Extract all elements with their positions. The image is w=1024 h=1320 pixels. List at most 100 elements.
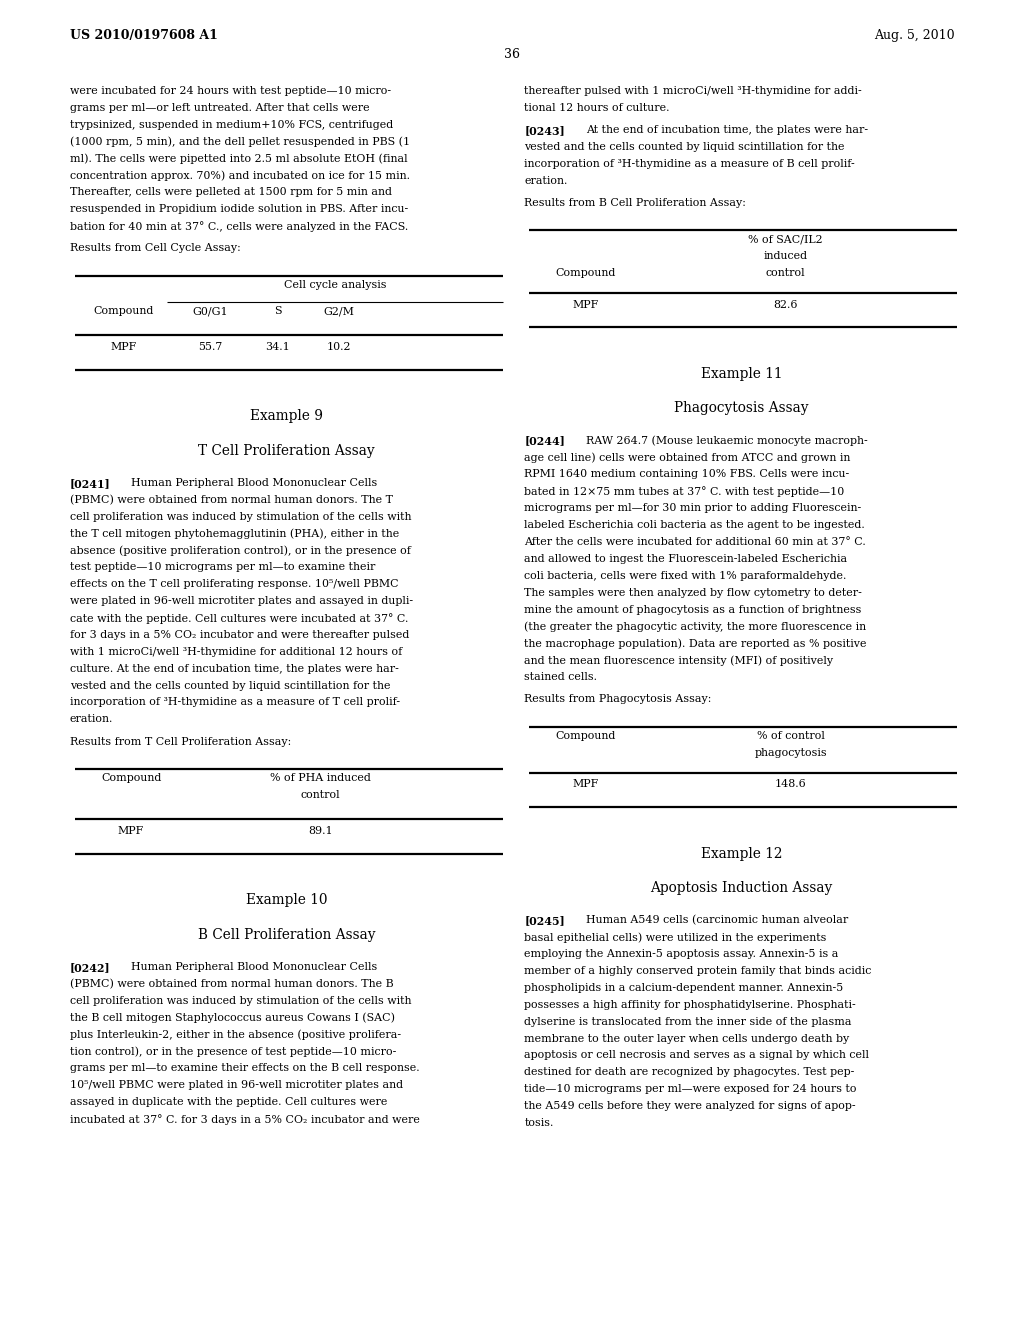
Text: 82.6: 82.6 xyxy=(773,300,798,310)
Text: test peptide—10 micrograms per ml—to examine their: test peptide—10 micrograms per ml—to exa… xyxy=(70,562,375,573)
Text: Example 10: Example 10 xyxy=(246,894,328,907)
Text: 89.1: 89.1 xyxy=(308,826,333,836)
Text: (PBMC) were obtained from normal human donors. The T: (PBMC) were obtained from normal human d… xyxy=(70,495,392,506)
Text: Results from Cell Cycle Assay:: Results from Cell Cycle Assay: xyxy=(70,243,241,253)
Text: membrane to the outer layer when cells undergo death by: membrane to the outer layer when cells u… xyxy=(524,1034,850,1044)
Text: incorporation of ³H-thymidine as a measure of T cell prolif-: incorporation of ³H-thymidine as a measu… xyxy=(70,697,399,708)
Text: [0245]: [0245] xyxy=(524,915,565,927)
Text: were plated in 96-well microtiter plates and assayed in dupli-: were plated in 96-well microtiter plates… xyxy=(70,597,413,606)
Text: RPMI 1640 medium containing 10% FBS. Cells were incu-: RPMI 1640 medium containing 10% FBS. Cel… xyxy=(524,470,850,479)
Text: T Cell Proliferation Assay: T Cell Proliferation Assay xyxy=(199,444,375,458)
Text: Human A549 cells (carcinomic human alveolar: Human A549 cells (carcinomic human alveo… xyxy=(586,915,848,925)
Text: the B cell mitogen Staphylococcus aureus Cowans I (SAC): the B cell mitogen Staphylococcus aureus… xyxy=(70,1012,394,1023)
Text: cell proliferation was induced by stimulation of the cells with: cell proliferation was induced by stimul… xyxy=(70,512,411,521)
Text: MPF: MPF xyxy=(572,300,599,310)
Text: trypsinized, suspended in medium+10% FCS, centrifuged: trypsinized, suspended in medium+10% FCS… xyxy=(70,120,393,129)
Text: (1000 rpm, 5 min), and the dell pellet resuspended in PBS (1: (1000 rpm, 5 min), and the dell pellet r… xyxy=(70,136,410,147)
Text: Apoptosis Induction Assay: Apoptosis Induction Assay xyxy=(650,880,833,895)
Text: [0244]: [0244] xyxy=(524,436,565,446)
Text: 10⁵/well PBMC were plated in 96-well microtiter plates and: 10⁵/well PBMC were plated in 96-well mic… xyxy=(70,1080,402,1090)
Text: tosis.: tosis. xyxy=(524,1118,554,1129)
Text: Compound: Compound xyxy=(556,268,615,279)
Text: 10.2: 10.2 xyxy=(327,342,351,352)
Text: bation for 40 min at 37° C., cells were analyzed in the FACS.: bation for 40 min at 37° C., cells were … xyxy=(70,220,408,232)
Text: grams per ml—or left untreated. After that cells were: grams per ml—or left untreated. After th… xyxy=(70,103,370,112)
Text: induced: induced xyxy=(763,251,808,261)
Text: ml). The cells were pipetted into 2.5 ml absolute EtOH (final: ml). The cells were pipetted into 2.5 ml… xyxy=(70,153,408,164)
Text: control: control xyxy=(301,791,340,800)
Text: thereafter pulsed with 1 microCi/well ³H-thymidine for addi-: thereafter pulsed with 1 microCi/well ³H… xyxy=(524,86,862,96)
Text: MPF: MPF xyxy=(111,342,137,352)
Text: Results from B Cell Proliferation Assay:: Results from B Cell Proliferation Assay: xyxy=(524,198,746,207)
Text: mine the amount of phagocytosis as a function of brightness: mine the amount of phagocytosis as a fun… xyxy=(524,605,861,615)
Text: concentration approx. 70%) and incubated on ice for 15 min.: concentration approx. 70%) and incubated… xyxy=(70,170,410,181)
Text: 55.7: 55.7 xyxy=(198,342,222,352)
Text: Phagocytosis Assay: Phagocytosis Assay xyxy=(674,401,809,416)
Text: G0/G1: G0/G1 xyxy=(193,306,227,317)
Text: with 1 microCi/well ³H-thymidine for additional 12 hours of: with 1 microCi/well ³H-thymidine for add… xyxy=(70,647,401,657)
Text: incorporation of ³H-thymidine as a measure of B cell prolif-: incorporation of ³H-thymidine as a measu… xyxy=(524,158,855,169)
Text: Example 9: Example 9 xyxy=(250,409,324,424)
Text: (the greater the phagocytic activity, the more fluorescence in: (the greater the phagocytic activity, th… xyxy=(524,622,866,632)
Text: culture. At the end of incubation time, the plates were har-: culture. At the end of incubation time, … xyxy=(70,664,398,673)
Text: coli bacteria, cells were fixed with 1% paraformaldehyde.: coli bacteria, cells were fixed with 1% … xyxy=(524,570,847,581)
Text: [0241]: [0241] xyxy=(70,478,111,488)
Text: age cell line) cells were obtained from ATCC and grown in: age cell line) cells were obtained from … xyxy=(524,453,851,463)
Text: control: control xyxy=(766,268,805,279)
Text: cate with the peptide. Cell cultures were incubated at 37° C.: cate with the peptide. Cell cultures wer… xyxy=(70,612,408,624)
Text: At the end of incubation time, the plates were har-: At the end of incubation time, the plate… xyxy=(586,125,868,135)
Text: The samples were then analyzed by flow cytometry to deter-: The samples were then analyzed by flow c… xyxy=(524,587,862,598)
Text: destined for death are recognized by phagocytes. Test pep-: destined for death are recognized by pha… xyxy=(524,1068,855,1077)
Text: for 3 days in a 5% CO₂ incubator and were thereafter pulsed: for 3 days in a 5% CO₂ incubator and wer… xyxy=(70,630,409,640)
Text: were incubated for 24 hours with test peptide—10 micro-: were incubated for 24 hours with test pe… xyxy=(70,86,391,96)
Text: the A549 cells before they were analyzed for signs of apop-: the A549 cells before they were analyzed… xyxy=(524,1101,856,1111)
Text: Compound: Compound xyxy=(556,731,615,741)
Text: S: S xyxy=(273,306,282,317)
Text: apoptosis or cell necrosis and serves as a signal by which cell: apoptosis or cell necrosis and serves as… xyxy=(524,1051,869,1060)
Text: Human Peripheral Blood Mononuclear Cells: Human Peripheral Blood Mononuclear Cells xyxy=(131,962,377,972)
Text: tide—10 micrograms per ml—were exposed for 24 hours to: tide—10 micrograms per ml—were exposed f… xyxy=(524,1084,857,1094)
Text: RAW 264.7 (Mouse leukaemic monocyte macroph-: RAW 264.7 (Mouse leukaemic monocyte macr… xyxy=(586,436,867,446)
Text: vested and the cells counted by liquid scintillation for the: vested and the cells counted by liquid s… xyxy=(70,681,390,690)
Text: phospholipids in a calcium-dependent manner. Annexin-5: phospholipids in a calcium-dependent man… xyxy=(524,983,844,993)
Text: Results from Phagocytosis Assay:: Results from Phagocytosis Assay: xyxy=(524,694,712,705)
Text: 36: 36 xyxy=(504,48,520,61)
Text: micrograms per ml—for 30 min prior to adding Fluorescein-: micrograms per ml—for 30 min prior to ad… xyxy=(524,503,861,513)
Text: MPF: MPF xyxy=(572,779,599,789)
Text: possesses a high affinity for phosphatidylserine. Phosphati-: possesses a high affinity for phosphatid… xyxy=(524,999,856,1010)
Text: MPF: MPF xyxy=(118,826,144,836)
Text: grams per ml—to examine their effects on the B cell response.: grams per ml—to examine their effects on… xyxy=(70,1064,419,1073)
Text: Compound: Compound xyxy=(94,306,154,317)
Text: absence (positive proliferation control), or in the presence of: absence (positive proliferation control)… xyxy=(70,545,411,556)
Text: eration.: eration. xyxy=(524,176,567,186)
Text: Example 12: Example 12 xyxy=(700,846,782,861)
Text: (PBMC) were obtained from normal human donors. The B: (PBMC) were obtained from normal human d… xyxy=(70,979,393,989)
Text: the T cell mitogen phytohemagglutinin (PHA), either in the: the T cell mitogen phytohemagglutinin (P… xyxy=(70,528,399,539)
Text: resuspended in Propidium iodide solution in PBS. After incu-: resuspended in Propidium iodide solution… xyxy=(70,205,408,214)
Text: % of SAC/IL2: % of SAC/IL2 xyxy=(749,235,822,244)
Text: and the mean fluorescence intensity (MFI) of positively: and the mean fluorescence intensity (MFI… xyxy=(524,655,834,665)
Text: G2/M: G2/M xyxy=(324,306,354,317)
Text: Human Peripheral Blood Mononuclear Cells: Human Peripheral Blood Mononuclear Cells xyxy=(131,478,377,488)
Text: stained cells.: stained cells. xyxy=(524,672,597,682)
Text: dylserine is translocated from the inner side of the plasma: dylserine is translocated from the inner… xyxy=(524,1016,852,1027)
Text: [0243]: [0243] xyxy=(524,125,565,136)
Text: bated in 12×75 mm tubes at 37° C. with test peptide—10: bated in 12×75 mm tubes at 37° C. with t… xyxy=(524,486,845,498)
Text: After the cells were incubated for additional 60 min at 37° C.: After the cells were incubated for addit… xyxy=(524,537,866,546)
Text: % of PHA induced: % of PHA induced xyxy=(270,774,371,783)
Text: Thereafter, cells were pelleted at 1500 rpm for 5 min and: Thereafter, cells were pelleted at 1500 … xyxy=(70,187,391,197)
Text: and allowed to ingest the Fluorescein-labeled Escherichia: and allowed to ingest the Fluorescein-la… xyxy=(524,554,848,564)
Text: 34.1: 34.1 xyxy=(265,342,290,352)
Text: [0242]: [0242] xyxy=(70,962,111,973)
Text: Aug. 5, 2010: Aug. 5, 2010 xyxy=(873,29,954,42)
Text: Example 11: Example 11 xyxy=(700,367,782,381)
Text: Compound: Compound xyxy=(101,774,161,783)
Text: the macrophage population). Data are reported as % positive: the macrophage population). Data are rep… xyxy=(524,639,866,649)
Text: 148.6: 148.6 xyxy=(774,779,807,789)
Text: vested and the cells counted by liquid scintillation for the: vested and the cells counted by liquid s… xyxy=(524,141,845,152)
Text: Cell cycle analysis: Cell cycle analysis xyxy=(284,280,386,290)
Text: % of control: % of control xyxy=(757,731,824,741)
Text: phagocytosis: phagocytosis xyxy=(755,748,826,758)
Text: labeled Escherichia coli bacteria as the agent to be ingested.: labeled Escherichia coli bacteria as the… xyxy=(524,520,865,531)
Text: member of a highly conserved protein family that binds acidic: member of a highly conserved protein fam… xyxy=(524,966,871,975)
